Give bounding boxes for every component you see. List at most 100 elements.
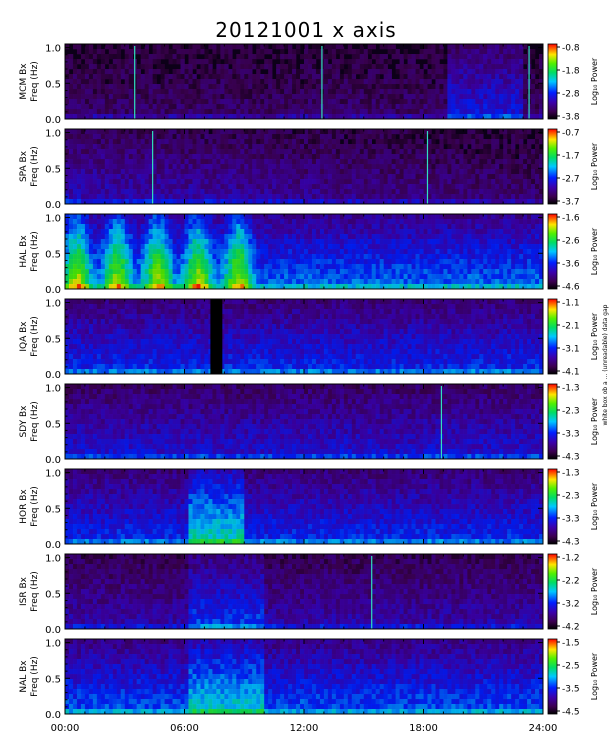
y-axis-label: HOR Bx	[19, 489, 29, 524]
y-axis-label: Freq (Hz)	[30, 486, 40, 527]
colorbar	[547, 553, 558, 630]
colorbar	[547, 298, 558, 375]
y-tick-label: 1.0	[45, 129, 61, 140]
x-tick-label: 00:00	[51, 723, 80, 734]
panel-iqa: 0.0 0.5 1.0 IQA Bx Freq (Hz) -1.1 -2.1 -3.1 -4.1…	[19, 298, 599, 381]
y-tick-label: 0.0	[45, 115, 61, 126]
colorbar-label: Log₁₀ Power	[590, 312, 599, 360]
colorbar-label: Log₁₀ Power	[590, 482, 599, 530]
panel-sdy: 0.0 0.5 1.0 SDY Bx Freq (Hz) -1.3 -2.3 -3.3 -4.3…	[19, 383, 599, 466]
y-tick-label: 0.5	[45, 249, 61, 260]
y-tick-label: 0.0	[45, 455, 61, 466]
colorbar-tick-label: -2.7	[562, 175, 580, 185]
y-tick-label: 0.5	[45, 79, 61, 90]
colorbar-tick-label: -4.1	[562, 368, 580, 378]
panel-hor: 0.0 0.5 1.0 HOR Bx Freq (Hz) -1.3 -2.3 -3.3 -4.3…	[19, 468, 599, 551]
colorbar-tick-label: -3.6	[562, 260, 580, 270]
colorbar-label: Log₁₀ Power	[590, 227, 599, 275]
y-axis-label: NAL Bx	[19, 660, 29, 693]
x-tick-label: 12:00	[290, 723, 319, 734]
y-tick-label: 0.0	[45, 200, 61, 211]
y-axis-label: HAL Bx	[19, 235, 29, 268]
side-note: white box ob a ... (unreadable) data gap	[602, 304, 609, 425]
colorbar-tick-label: -3.2	[562, 600, 580, 610]
y-axis-label: Freq (Hz)	[30, 571, 40, 612]
colorbar-tick-label: -4.3	[562, 538, 580, 548]
y-axis-label: Freq (Hz)	[30, 401, 40, 442]
colorbar-label: Log₁₀ Power	[590, 567, 599, 615]
colorbar	[547, 383, 558, 460]
colorbar-tick-label: -3.8	[562, 113, 580, 123]
y-tick-label: 0.5	[45, 334, 61, 345]
colorbar-tick-label: -1.5	[562, 639, 580, 649]
colorbar-label: Log₁₀ Power	[590, 397, 599, 445]
y-axis-label: Freq (Hz)	[30, 146, 40, 187]
colorbar-tick-label: -4.5	[562, 708, 580, 718]
colorbar-tick-label: -2.3	[562, 492, 580, 502]
panel-isr: 0.0 0.5 1.0 ISR Bx Freq (Hz) -1.2 -2.2 -3.2 -4.2…	[19, 553, 599, 636]
colorbar-tick-label: -4.6	[562, 283, 580, 293]
colorbar-tick-label: -1.7	[562, 152, 580, 162]
panel-hal: 0.0 0.5 1.0 HAL Bx Freq (Hz) -1.6 -2.6 -3.6 -4.6…	[19, 213, 599, 296]
colorbar-tick-label: -1.3	[562, 469, 580, 479]
y-axis-label: ISR Bx	[19, 576, 29, 606]
y-tick-label: 1.0	[45, 639, 61, 650]
y-axis-label: MCM Bx	[19, 63, 29, 100]
y-tick-label: 1.0	[45, 214, 61, 225]
colorbar-tick-label: -4.3	[562, 453, 580, 463]
y-axis-label: SDY Bx	[19, 405, 29, 438]
colorbar-tick-label: -1.2	[562, 554, 580, 564]
colorbar-tick-label: -2.1	[562, 322, 580, 332]
y-tick-label: 0.0	[45, 710, 61, 721]
colorbar-tick-label: -3.5	[562, 685, 580, 695]
colorbar-tick-label: -3.3	[562, 515, 580, 525]
x-tick-label: 06:00	[170, 723, 199, 734]
y-tick-label: 0.5	[45, 504, 61, 515]
colorbar-label: Log₁₀ Power	[590, 142, 599, 190]
colorbar	[547, 468, 558, 545]
x-tick-label: 18:00	[409, 723, 438, 734]
colorbar	[547, 128, 558, 205]
colorbar-tick-label: -2.6	[562, 237, 580, 247]
y-tick-label: 1.0	[45, 44, 61, 55]
colorbar-tick-label: -1.8	[562, 67, 580, 77]
colorbar-tick-label: -4.2	[562, 623, 580, 633]
panel-nal: 0.0 0.5 1.0 NAL Bx Freq (Hz) -1.5 -2.5 -3.5 -4.5…	[19, 638, 599, 721]
colorbar-tick-label: -2.8	[562, 90, 580, 100]
y-tick-label: 0.5	[45, 589, 61, 600]
y-tick-label: 1.0	[45, 299, 61, 310]
data-gap	[210, 299, 223, 374]
colorbar	[547, 213, 558, 290]
y-tick-label: 0.5	[45, 419, 61, 430]
colorbar-label: Log₁₀ Power	[590, 652, 599, 700]
colorbar-tick-label: -2.2	[562, 577, 580, 587]
y-axis-label: Freq (Hz)	[30, 316, 40, 357]
colorbar-tick-label: -2.5	[562, 662, 580, 672]
colorbar-tick-label: -0.8	[562, 44, 580, 54]
y-tick-label: 0.0	[45, 625, 61, 636]
colorbar	[547, 638, 558, 715]
y-tick-label: 1.0	[45, 469, 61, 480]
colorbar-tick-label: -1.6	[562, 214, 580, 224]
y-axis-label: Freq (Hz)	[30, 656, 40, 697]
colorbar-tick-label: -3.7	[562, 198, 580, 208]
x-tick-label: 24:00	[529, 723, 558, 734]
y-axis-label: Freq (Hz)	[30, 231, 40, 272]
colorbar-tick-label: -3.3	[562, 430, 580, 440]
panel-spa: 0.0 0.5 1.0 SPA Bx Freq (Hz) -0.7 -1.7 -2.7 -3.7…	[19, 128, 599, 211]
chart-title: 20121001 x axis	[215, 18, 397, 42]
y-axis-label: IQA Bx	[19, 321, 29, 352]
colorbar-tick-label: -3.1	[562, 345, 580, 355]
colorbar-label: Log₁₀ Power	[590, 57, 599, 105]
colorbar-tick-label: -1.1	[562, 299, 580, 309]
y-tick-label: 1.0	[45, 554, 61, 565]
y-tick-label: 0.5	[45, 674, 61, 685]
panel-mcm: 0.0 0.5 1.0 MCM Bx Freq (Hz) -0.8 -1.8 -2.8 -3.8…	[19, 43, 599, 126]
colorbar	[547, 43, 558, 120]
colorbar-tick-label: -1.3	[562, 384, 580, 394]
colorbar-tick-label: -0.7	[562, 129, 580, 139]
y-tick-label: 0.5	[45, 164, 61, 175]
y-tick-label: 1.0	[45, 384, 61, 395]
y-axis-label: Freq (Hz)	[30, 61, 40, 102]
